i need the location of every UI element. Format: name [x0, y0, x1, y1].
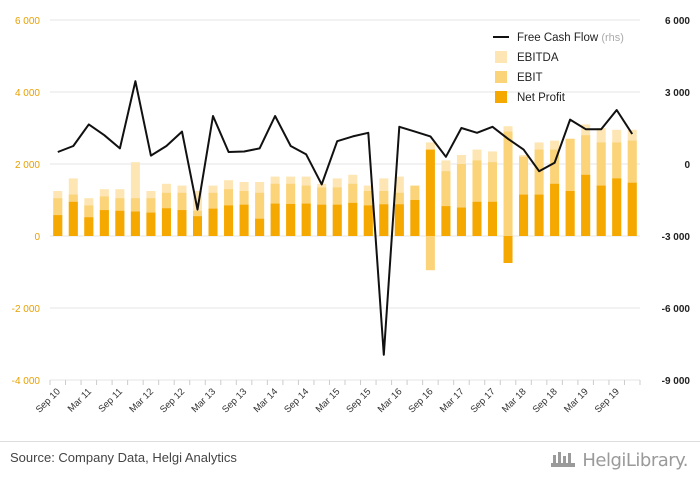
legend-swatch-ebit: [495, 71, 507, 83]
y-right-tick-label: 0: [684, 160, 690, 171]
bar-net-profit: [596, 185, 606, 236]
bar-net-profit: [53, 215, 63, 236]
x-tick-label: Mar 15: [314, 386, 343, 415]
y-left-tick-label: 6 000: [15, 16, 40, 27]
bar-net-profit: [503, 236, 513, 263]
y-right-tick-label: -3 000: [662, 232, 691, 243]
x-tick-label: Mar 11: [66, 386, 94, 414]
helgi-library-logo[interactable]: HelgiLibrary.: [550, 446, 688, 474]
legend-label-net-profit: Net Profit: [517, 92, 566, 104]
footer-divider: [0, 441, 700, 442]
bar-net-profit: [224, 205, 234, 236]
y-left-tick-label: 2 000: [15, 160, 40, 171]
logo-text: HelgiLibrary.: [582, 449, 688, 471]
x-tick-label: Sep 14: [282, 386, 311, 415]
y-right-tick-label: -6 000: [662, 304, 691, 315]
x-tick-label: Sep 12: [158, 386, 187, 415]
y-right-tick-label: -9 000: [662, 376, 691, 387]
x-tick-label: Mar 16: [376, 386, 405, 415]
bar-net-profit: [612, 178, 622, 236]
x-tick-label: Sep 19: [593, 386, 622, 415]
legend-swatch-ebitda: [495, 51, 507, 63]
bar-net-profit: [394, 204, 404, 236]
legend-label-ebit: EBIT: [517, 72, 543, 84]
bar-net-profit: [550, 183, 560, 236]
x-tick-label: Mar 17: [438, 386, 467, 415]
bar-net-profit: [161, 208, 171, 236]
bar-net-profit: [519, 194, 529, 236]
bar-net-profit: [146, 212, 156, 236]
free-cash-flow-line: [57, 80, 634, 356]
bar-net-profit: [565, 191, 575, 236]
bar-net-profit: [84, 217, 94, 236]
fcf-line-layer: [57, 80, 634, 356]
bar-net-profit: [270, 203, 280, 236]
bar-net-profit: [317, 204, 327, 236]
bar-ebit: [255, 192, 265, 236]
x-tick-label: Mar 12: [127, 386, 156, 415]
bar-net-profit: [363, 205, 373, 236]
bar-net-profit: [130, 211, 140, 236]
bar-ebit: [503, 131, 513, 236]
y-left-tick-label: -4 000: [12, 376, 41, 387]
bar-net-profit: [348, 202, 358, 236]
bars: [53, 124, 637, 271]
bar-net-profit: [379, 204, 389, 236]
bar-ebit: [472, 160, 482, 236]
bar-net-profit: [627, 182, 637, 236]
legend-label-free-cash-flow: Free Cash Flow (rhs): [517, 32, 624, 44]
bar-net-profit: [239, 204, 249, 236]
x-tick-label: Sep 18: [531, 386, 560, 415]
chart-svg: 6 000 4 000 2 000 0 -2 000 -4 000 6 000 3 000 0 -…: [12, 16, 691, 415]
bar-ebit: [565, 138, 575, 236]
x-tick-label: Mar 18: [500, 386, 529, 415]
bar-net-profit: [99, 210, 109, 236]
x-tick-label: Mar 13: [189, 386, 218, 415]
legend-swatch-net-profit: [495, 91, 507, 103]
y-left-tick-label: 4 000: [15, 88, 40, 99]
chart-area: 6 000 4 000 2 000 0 -2 000 -4 000 6 000 3 000 0 -…: [12, 16, 691, 415]
y-right-tick-label: 6 000: [665, 16, 690, 27]
bar-net-profit: [177, 210, 187, 236]
bar-net-profit: [410, 200, 420, 236]
bar-net-profit: [441, 206, 451, 236]
bar-net-profit: [425, 149, 435, 236]
bar-ebit: [441, 171, 451, 236]
legend-rhs-suffix: (rhs): [601, 32, 624, 44]
bar-net-profit: [581, 174, 591, 236]
bar-net-profit: [534, 194, 544, 236]
x-tick-label: Sep 11: [96, 386, 125, 415]
y-right-tick-label: 3 000: [665, 88, 690, 99]
bar-ebit: [487, 162, 498, 236]
bar-net-profit: [301, 203, 311, 236]
y-left-tick-label: -2 000: [12, 304, 41, 315]
x-tick-label: Mar 14: [252, 386, 281, 415]
x-tick-label: Sep 16: [406, 386, 435, 415]
bar-ebit: [456, 164, 466, 236]
bar-net-profit: [456, 207, 466, 236]
bar-net-profit: [332, 204, 342, 236]
x-tick-label: Sep 13: [220, 386, 249, 415]
x-tick-label: Sep 15: [344, 386, 373, 415]
legend: Free Cash Flow (rhs) EBITDA EBIT Net Profit: [493, 32, 624, 104]
bar-net-profit: [68, 201, 78, 236]
legend-label-ebitda: EBITDA: [517, 52, 559, 64]
bar-net-profit: [487, 201, 498, 236]
bar-net-profit: [208, 208, 218, 236]
source-note: Source: Company Data, Helgi Analytics: [10, 450, 237, 465]
bar-ebit: [534, 149, 544, 236]
x-tick-label: Sep 10: [34, 386, 63, 415]
bar-net-profit: [255, 218, 265, 236]
library-icon: [551, 452, 576, 467]
bar-net-profit: [192, 216, 203, 236]
bar-net-profit: [115, 210, 125, 236]
bar-ebit: [425, 236, 435, 271]
bar-net-profit: [286, 203, 296, 236]
y-left-tick-label: 0: [34, 232, 40, 243]
x-tick-label: Mar 19: [562, 386, 591, 415]
x-tick-label: Sep 17: [469, 386, 498, 415]
bar-net-profit: [472, 201, 482, 236]
